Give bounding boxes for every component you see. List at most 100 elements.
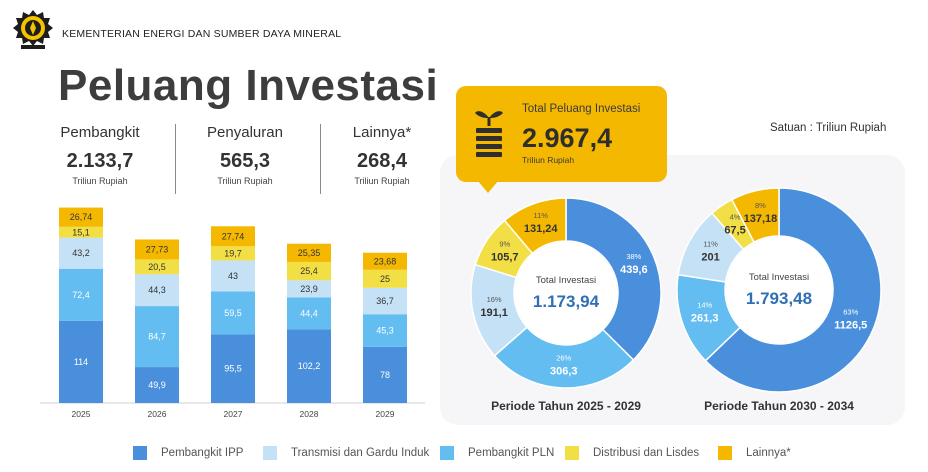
bar-segment	[135, 306, 179, 368]
x-tick-label: 2027	[224, 409, 243, 419]
summary-penyaluran: Penyaluran 565,3 Triliun Rupiah	[175, 124, 315, 186]
x-tick-label: 2025	[72, 409, 91, 419]
donut-slice	[730, 187, 780, 244]
slice-percent-label: 16%	[487, 295, 502, 304]
bar-value-label: 23,9	[300, 284, 318, 294]
bar-segment	[135, 259, 179, 275]
slice-value-label: 191,1	[480, 307, 508, 319]
total-label: Total Peluang Investasi	[522, 103, 641, 115]
bar-segment	[211, 226, 255, 247]
bar-value-label: 84,7	[148, 332, 166, 342]
summary-lainnya: Lainnya* 268,4 Triliun Rupiah	[312, 124, 452, 186]
bar-segment	[135, 367, 179, 403]
summary-pembangkit: Pembangkit 2.133,7 Triliun Rupiah	[30, 124, 170, 186]
summary-unit: Triliun Rupiah	[217, 176, 273, 186]
bar-segment	[59, 268, 103, 321]
bar-segment	[211, 334, 255, 403]
donut-slice	[704, 187, 882, 393]
slice-percent-label: 9%	[499, 239, 510, 248]
bar-segment	[59, 226, 103, 238]
plant-coins-icon	[475, 111, 503, 157]
donut-hole	[726, 237, 832, 343]
bar-segment	[363, 252, 407, 270]
bar-value-label: 43	[228, 271, 238, 281]
summary-divider	[175, 124, 176, 194]
x-tick-label: 2028	[300, 409, 319, 419]
donut-center-value: 1.173,94	[533, 292, 600, 311]
bar-segment	[211, 246, 255, 261]
bar-value-label: 27,73	[146, 244, 169, 254]
summary-label: Penyaluran	[207, 124, 283, 141]
bar-value-label: 44,4	[300, 308, 318, 318]
slice-value-label: 261,3	[691, 313, 719, 325]
bar-value-label: 114	[74, 357, 88, 367]
bar-value-label: 25,4	[300, 266, 318, 276]
donut-period-label: Periode Tahun 2030 - 2034	[704, 399, 854, 413]
bar-value-label: 20,5	[148, 262, 166, 272]
bar-value-label: 15,1	[72, 227, 90, 237]
slice-percent-label: 63%	[843, 308, 858, 317]
slice-value-label: 137,18	[744, 213, 778, 225]
bar-segment	[287, 261, 331, 281]
slice-value-label: 439,6	[620, 264, 648, 276]
slice-value-label: 131,24	[524, 223, 559, 235]
bar-value-label: 44,3	[148, 285, 166, 295]
bar-segment	[363, 346, 407, 403]
callout-pointer	[478, 181, 498, 193]
slice-value-label: 306,3	[550, 365, 578, 377]
summary-value: 268,4	[356, 150, 408, 172]
donut-center-label: Total Investasi	[536, 275, 596, 286]
legend-label: Transmisi dan Gardu Induk	[291, 447, 430, 459]
summary-value: 565,3	[219, 150, 271, 172]
slice-percent-label: 8%	[755, 201, 766, 210]
bar-value-label: 95,5	[224, 364, 242, 374]
donut-period-label: Periode Tahun 2025 - 2029	[491, 399, 641, 413]
bar-segment	[287, 297, 331, 330]
unit-note: Satuan : Triliun Rupiah	[770, 122, 887, 134]
slice-value-label: 1126,5	[834, 320, 867, 332]
total-callout: Total Peluang Investasi 2.967,4 Triliun …	[456, 86, 667, 182]
summary-value: 2.133,7	[66, 150, 134, 172]
summary-divider	[320, 124, 321, 194]
bar-segment	[363, 314, 407, 347]
donut-center-label: Total Investasi	[749, 272, 809, 283]
slice-value-label: 201	[701, 251, 719, 263]
bar-segment	[135, 274, 179, 307]
legend-swatch	[133, 446, 147, 460]
bar-segment	[363, 287, 407, 315]
slice-value-label: 67,5	[724, 225, 745, 237]
slice-percent-label: 26%	[556, 353, 571, 362]
slice-value-label: 105,7	[491, 251, 519, 263]
x-tick-label: 2026	[148, 409, 167, 419]
bar-value-label: 45,3	[376, 326, 394, 336]
bar-value-label: 102,2	[298, 361, 321, 371]
legend-label: Pembangkit IPP	[161, 447, 244, 459]
donut-hole	[515, 242, 617, 344]
bar-value-label: 26,74	[70, 212, 93, 222]
bar-segment	[211, 291, 255, 335]
legend-swatch	[565, 446, 579, 460]
bar-segment	[59, 207, 103, 227]
slice-percent-label: 11%	[533, 211, 548, 220]
donut-center-value: 1.793,48	[746, 289, 812, 308]
bar-value-label: 36,7	[376, 296, 394, 306]
page-title: Peluang Investasi	[58, 61, 439, 110]
total-value: 2.967,4	[522, 123, 613, 153]
summary-unit: Triliun Rupiah	[72, 176, 128, 186]
bar-segment	[287, 280, 331, 298]
legend-label: Pembangkit PLN	[468, 447, 555, 459]
legend-swatch	[718, 446, 732, 460]
bar-value-label: 25	[380, 274, 390, 284]
bar-value-label: 59,5	[224, 308, 242, 318]
bar-segment	[287, 243, 331, 262]
ministry-logo	[13, 10, 53, 49]
bar-value-label: 27,74	[222, 231, 245, 241]
bar-segment	[211, 260, 255, 292]
bar-segment	[59, 320, 103, 403]
bar-value-label: 23,68	[374, 256, 397, 266]
legend-swatch	[440, 446, 454, 460]
legend-label: Lainnya*	[746, 447, 791, 459]
total-unit: Triliun Rupiah	[522, 155, 575, 165]
donut-slice	[493, 326, 635, 389]
donut-slice	[565, 197, 662, 362]
